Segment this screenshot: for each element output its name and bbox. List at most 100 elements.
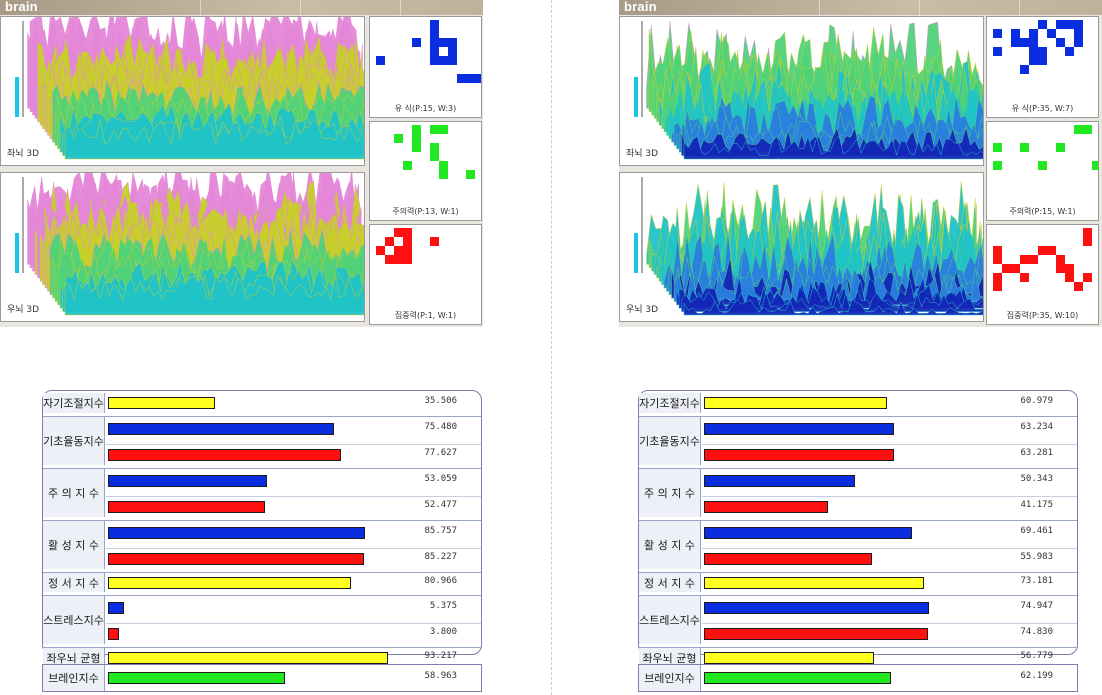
brain-index-panel-left: 브레인지수 58.963 bbox=[42, 664, 482, 692]
brain-header: brain bbox=[619, 0, 1102, 15]
grid-box-3: 집중력(P:35, W:10) bbox=[986, 224, 1099, 325]
index-bar bbox=[704, 475, 856, 487]
brain-index-panel-right: 브레인지수 62.199 bbox=[638, 664, 1078, 692]
bar-row: 75.480 bbox=[106, 419, 481, 439]
index-value: 80.966 bbox=[424, 576, 457, 586]
index-value: 53.059 bbox=[424, 474, 457, 484]
pattern-cell bbox=[1029, 56, 1038, 65]
eeg-panel-left: brain 좌뇌 3D 우뇌 3D 유 식(P:15, W:3) 주의력(P:1… bbox=[0, 0, 483, 327]
pattern-cell bbox=[412, 125, 421, 134]
pattern-cell bbox=[1065, 47, 1074, 56]
pattern-cell bbox=[1038, 20, 1047, 29]
pattern-cell bbox=[1056, 38, 1065, 47]
pattern-cell bbox=[1020, 38, 1029, 47]
index-value: 3.800 bbox=[429, 627, 457, 637]
index-panel-right: 자기조절지수 60.979 기초율동지수 63.234 63.281 주 의 지 수 50.… bbox=[638, 390, 1078, 667]
grid-caption: 집중력(P:1, W:1) bbox=[394, 311, 457, 320]
pattern-cell bbox=[1074, 38, 1083, 47]
pattern-cell bbox=[1056, 20, 1065, 29]
bar-row: 69.461 bbox=[702, 523, 1077, 543]
pattern-cell bbox=[1065, 20, 1074, 29]
brain-header: brain bbox=[0, 0, 483, 15]
index-value: 41.175 bbox=[1020, 500, 1053, 510]
pattern-cell bbox=[1002, 264, 1011, 273]
pattern-cell bbox=[993, 143, 1002, 152]
index-bar bbox=[108, 652, 388, 664]
pattern-cell bbox=[466, 74, 475, 83]
index-value: 52.477 bbox=[424, 500, 457, 510]
plot-label: 좌뇌 3D bbox=[7, 149, 40, 159]
bar-row: 35.506 bbox=[106, 393, 481, 413]
pattern-cell bbox=[403, 161, 412, 170]
index-row: 스트레스지수 74.947 74.830 bbox=[639, 595, 1077, 644]
index-bar bbox=[704, 553, 872, 565]
bar-row: 63.281 bbox=[702, 444, 1077, 464]
pattern-cell bbox=[448, 56, 457, 65]
index-label: 자기조절지수 bbox=[43, 393, 105, 413]
index-value: 55.983 bbox=[1020, 552, 1053, 562]
bar-row: 52.477 bbox=[106, 496, 481, 516]
index-row: 정 서 지 수 80.966 bbox=[43, 572, 481, 592]
pattern-cell bbox=[403, 228, 412, 237]
pattern-cell bbox=[430, 20, 439, 29]
pattern-cell bbox=[430, 38, 439, 47]
pattern-cell bbox=[993, 273, 1002, 282]
pattern-cell bbox=[403, 246, 412, 255]
bar-row: 85.757 bbox=[106, 523, 481, 543]
bar-row: 85.227 bbox=[106, 548, 481, 568]
plot-label: 우뇌 3D bbox=[626, 305, 659, 315]
pattern-cell bbox=[1029, 255, 1038, 264]
index-bar bbox=[108, 577, 351, 589]
index-value: 74.947 bbox=[1020, 601, 1053, 611]
index-value: 56.779 bbox=[1020, 651, 1053, 661]
pattern-cell bbox=[993, 29, 1002, 38]
plot-label: 좌뇌 3D bbox=[626, 149, 659, 159]
pattern-cell bbox=[1083, 237, 1092, 246]
index-label: 스트레스지수 bbox=[639, 596, 701, 644]
pattern-cell bbox=[1047, 29, 1056, 38]
index-label: 활 성 지 수 bbox=[43, 521, 105, 569]
pattern-cell bbox=[1074, 125, 1083, 134]
index-value: 77.627 bbox=[424, 448, 457, 458]
index-row: 자기조절지수 35.506 bbox=[43, 393, 481, 413]
pattern-cell bbox=[412, 143, 421, 152]
pattern-cell bbox=[475, 74, 481, 83]
pattern-cell bbox=[457, 74, 466, 83]
grid-box-2: 주의력(P:15, W:1) bbox=[986, 121, 1099, 221]
pattern-cell bbox=[430, 29, 439, 38]
index-label: 정 서 지 수 bbox=[43, 573, 105, 592]
left-brain-3d-plot: 좌뇌 3D bbox=[619, 16, 984, 166]
index-bar bbox=[704, 652, 875, 664]
index-bar bbox=[704, 527, 913, 539]
index-value: 35.506 bbox=[424, 396, 457, 406]
index-row: 주 의 지 수 53.059 52.477 bbox=[43, 468, 481, 517]
pattern-cell bbox=[376, 246, 385, 255]
pattern-cell bbox=[439, 38, 448, 47]
left-brain-3d-plot: 좌뇌 3D bbox=[0, 16, 365, 166]
index-bar bbox=[108, 397, 215, 409]
index-label: 스트레스지수 bbox=[43, 596, 105, 644]
pattern-cell bbox=[430, 237, 439, 246]
index-value: 74.830 bbox=[1020, 627, 1053, 637]
index-label: 좌우뇌 균형 bbox=[639, 648, 701, 667]
pattern-cell bbox=[430, 125, 439, 134]
pattern-cell bbox=[1038, 161, 1047, 170]
pattern-cell bbox=[403, 255, 412, 264]
pattern-cell bbox=[1029, 38, 1038, 47]
pattern-cell bbox=[1056, 255, 1065, 264]
index-label: 좌우뇌 균형 bbox=[43, 648, 105, 667]
pattern-cell bbox=[1020, 273, 1029, 282]
pattern-cell bbox=[466, 170, 475, 179]
pattern-cell bbox=[412, 134, 421, 143]
bar-row: 63.234 bbox=[702, 419, 1077, 439]
grid-box-1: 유 식(P:35, W:7) bbox=[986, 16, 1099, 118]
grid-caption: 주의력(P:13, W:1) bbox=[392, 207, 459, 216]
index-value: 58.963 bbox=[424, 671, 457, 681]
index-bar bbox=[704, 423, 894, 435]
pattern-cell bbox=[1083, 228, 1092, 237]
index-label: 주 의 지 수 bbox=[43, 469, 105, 517]
bar-row: 3.800 bbox=[106, 623, 481, 643]
index-bar bbox=[108, 501, 266, 513]
bar-row: 41.175 bbox=[702, 496, 1077, 516]
bar-row: 62.199 bbox=[702, 668, 1077, 688]
